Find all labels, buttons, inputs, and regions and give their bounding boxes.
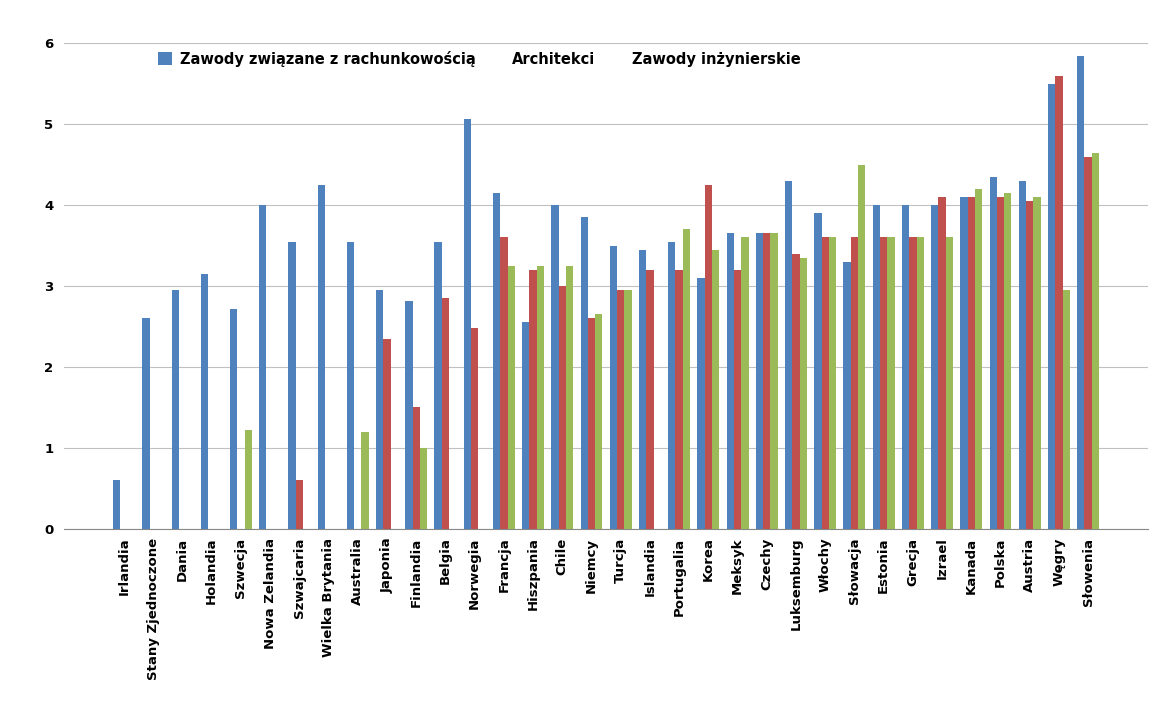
Bar — [785, 181, 792, 529]
Bar — [508, 266, 515, 529]
Bar — [909, 237, 916, 529]
Bar — [493, 193, 500, 529]
Bar — [960, 197, 967, 529]
Bar — [675, 270, 683, 529]
Bar — [974, 189, 983, 529]
Bar — [1092, 153, 1100, 529]
Bar — [529, 270, 537, 529]
Bar — [580, 217, 588, 529]
Legend: Zawody związane z rachunkowością, Architekci, Zawody inżynierskie: Zawody związane z rachunkowością, Archit… — [158, 51, 800, 67]
Bar — [938, 197, 945, 529]
Bar — [712, 250, 719, 529]
Bar — [113, 480, 121, 529]
Bar — [916, 237, 923, 529]
Bar — [945, 237, 954, 529]
Bar — [799, 258, 807, 529]
Bar — [537, 266, 544, 529]
Bar — [172, 290, 179, 529]
Bar — [617, 290, 624, 529]
Bar — [522, 322, 529, 529]
Bar — [289, 242, 296, 529]
Bar — [741, 237, 748, 529]
Bar — [1047, 84, 1056, 529]
Bar — [420, 447, 427, 529]
Bar — [595, 314, 602, 529]
Bar — [610, 245, 617, 529]
Bar — [1005, 193, 1012, 529]
Bar — [829, 237, 836, 529]
Bar — [734, 270, 741, 529]
Bar — [850, 237, 858, 529]
Bar — [668, 242, 675, 529]
Bar — [362, 432, 369, 529]
Bar — [1078, 56, 1085, 529]
Bar — [1063, 290, 1070, 529]
Bar — [376, 290, 383, 529]
Bar — [296, 480, 303, 529]
Bar — [259, 205, 267, 529]
Bar — [347, 242, 354, 529]
Bar — [705, 185, 712, 529]
Bar — [405, 300, 413, 529]
Bar — [245, 430, 252, 529]
Bar — [435, 242, 442, 529]
Bar — [880, 237, 887, 529]
Bar — [639, 250, 646, 529]
Bar — [872, 205, 880, 529]
Bar — [726, 233, 734, 529]
Bar — [821, 237, 829, 529]
Bar — [646, 270, 653, 529]
Bar — [442, 298, 449, 529]
Bar — [887, 237, 894, 529]
Bar — [624, 290, 632, 529]
Bar — [697, 278, 705, 529]
Bar — [996, 197, 1005, 529]
Bar — [318, 185, 325, 529]
Bar — [756, 233, 763, 529]
Bar — [143, 319, 150, 529]
Bar — [383, 339, 391, 529]
Bar — [1027, 201, 1034, 529]
Bar — [683, 230, 690, 529]
Bar — [551, 205, 559, 529]
Bar — [931, 205, 938, 529]
Bar — [559, 286, 566, 529]
Bar — [858, 165, 865, 529]
Bar — [814, 214, 821, 529]
Bar — [967, 197, 974, 529]
Bar — [500, 237, 508, 529]
Bar — [1018, 181, 1027, 529]
Bar — [464, 119, 471, 529]
Bar — [588, 319, 595, 529]
Bar — [902, 205, 909, 529]
Bar — [230, 308, 238, 529]
Bar — [413, 407, 420, 529]
Bar — [792, 253, 799, 529]
Bar — [989, 177, 996, 529]
Bar — [843, 262, 850, 529]
Bar — [566, 266, 573, 529]
Bar — [1056, 76, 1063, 529]
Bar — [763, 233, 770, 529]
Bar — [1085, 156, 1092, 529]
Bar — [471, 328, 478, 529]
Bar — [770, 233, 777, 529]
Bar — [201, 274, 208, 529]
Bar — [1034, 197, 1041, 529]
